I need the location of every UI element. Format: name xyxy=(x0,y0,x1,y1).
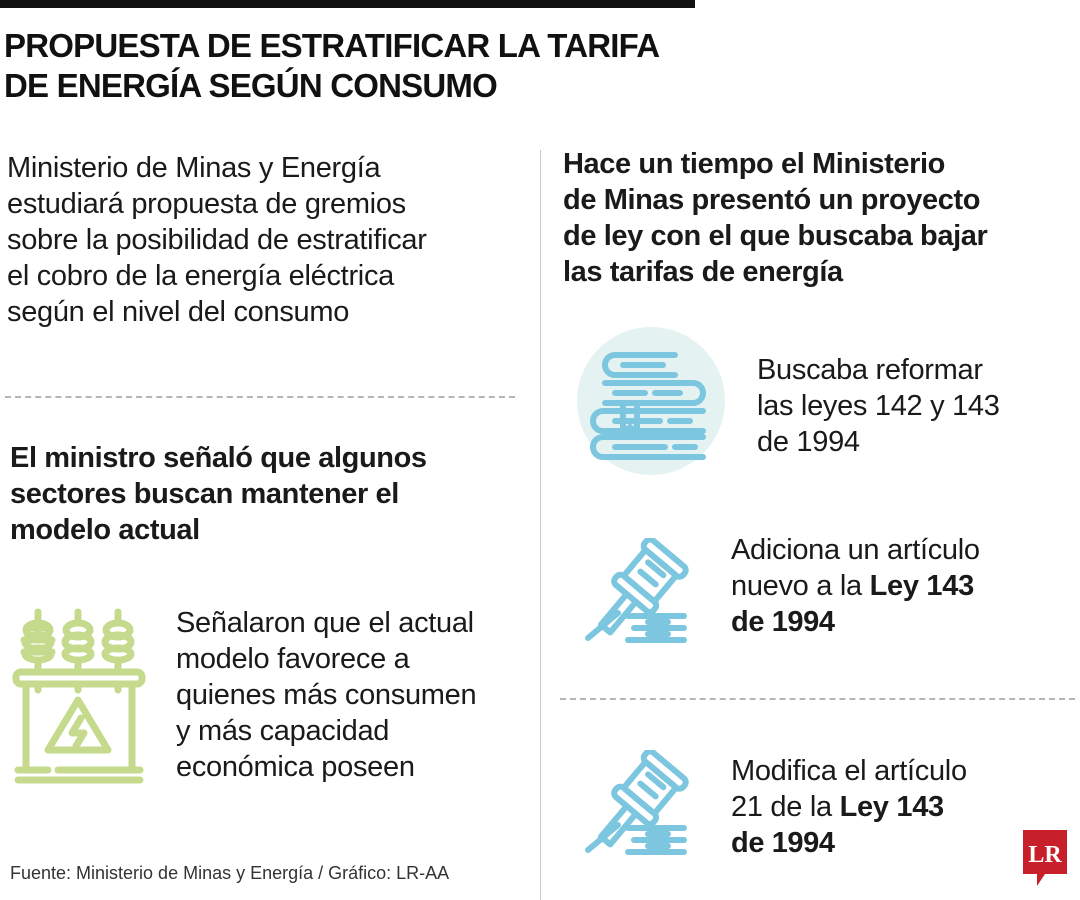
text-line: Buscaba reformar xyxy=(757,354,983,386)
text-line: Señalaron que el actual xyxy=(176,607,474,639)
svg-text:LR: LR xyxy=(1028,842,1062,868)
text-part: nuevo a la xyxy=(731,570,870,602)
item3-text: Modifica el artículo 21 de la Ley 143 de… xyxy=(731,753,967,861)
text-part: 21 de la xyxy=(731,791,840,823)
divider xyxy=(560,698,1075,700)
right-heading: Hace un tiempo el Ministerio de Minas pr… xyxy=(563,146,988,290)
source-footer: Fuente: Ministerio de Minas y Energía / … xyxy=(10,863,450,883)
text-line: El ministro señaló que algunos xyxy=(10,442,427,474)
law-name: Ley 143 xyxy=(839,791,945,823)
books-icon xyxy=(577,327,725,475)
text-line: Ministerio de Minas y Energía xyxy=(7,152,381,184)
page-title: PROPUESTA DE ESTRATIFICAR LA TARIFA DE E… xyxy=(4,26,660,106)
title-line: DE ENERGÍA SEGÚN CONSUMO xyxy=(4,67,498,104)
text-line: sobre la posibilidad de estratificar xyxy=(7,224,427,256)
transformer-icon xyxy=(12,608,146,784)
text-line: nuevo a la Ley 143 xyxy=(731,568,980,604)
text-line: de 1994 xyxy=(757,426,860,458)
vertical-divider xyxy=(540,150,541,900)
text-line: estudiará propuesta de gremios xyxy=(7,188,406,220)
lr-logo: LR xyxy=(1023,830,1067,886)
text-line: sectores buscan mantener el xyxy=(10,478,399,510)
text-line: económica poseen xyxy=(176,751,415,783)
text-line: 21 de la Ley 143 xyxy=(731,789,967,825)
transformer-text: Señalaron que el actual modelo favorece … xyxy=(176,605,477,785)
text-line: de 1994 xyxy=(731,606,835,638)
item1-text: Buscaba reformar las leyes 142 y 143 de … xyxy=(757,352,1000,460)
gavel-icon xyxy=(585,750,689,855)
text-line: modelo actual xyxy=(10,514,200,546)
top-bar xyxy=(0,0,695,8)
left-heading: El ministro señaló que algunos sectores … xyxy=(10,440,427,548)
text-line: modelo favorece a xyxy=(176,643,410,675)
text-line: Adiciona un artículo xyxy=(731,534,980,566)
divider xyxy=(5,396,515,398)
text-line: Hace un tiempo el Ministerio xyxy=(563,148,945,180)
title-line: PROPUESTA DE ESTRATIFICAR LA TARIFA xyxy=(4,27,660,64)
text-line: quienes más consumen xyxy=(176,679,477,711)
text-line: las tarifas de energía xyxy=(563,256,843,288)
text-line: las leyes 142 y 143 xyxy=(757,390,1000,422)
law-name: Ley 143 xyxy=(869,570,975,602)
item2-text: Adiciona un artículo nuevo a la Ley 143 … xyxy=(731,532,980,640)
intro-text: Ministerio de Minas y Energía estudiará … xyxy=(7,150,427,330)
text-line: de 1994 xyxy=(731,827,835,859)
text-line: de Minas presentó un proyecto xyxy=(563,184,981,216)
text-line: el cobro de la energía eléctrica xyxy=(7,260,394,292)
text-line: según el nivel del consumo xyxy=(7,296,350,328)
text-line: de ley con el que buscaba bajar xyxy=(563,220,988,252)
gavel-icon xyxy=(585,538,689,643)
text-line: y más capacidad xyxy=(176,715,390,747)
text-line: Modifica el artículo xyxy=(731,755,967,787)
